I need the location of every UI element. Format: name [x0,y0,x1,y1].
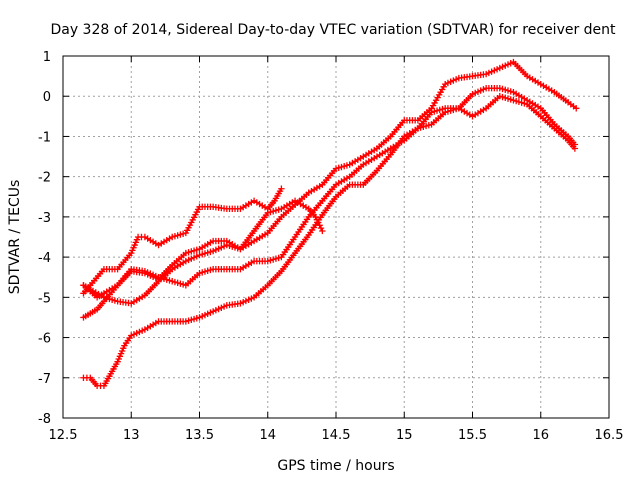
y-tick-label: -4 [38,251,51,266]
data-point [571,141,579,148]
y-tick-label: -3 [38,211,51,226]
data-point [315,219,322,226]
x-tick-label: 13 [123,428,140,443]
y-tick-label: -8 [38,412,51,427]
x-tick-label: 14 [259,428,276,443]
x-axis-label: GPS time / hours [277,458,394,474]
y-tick-label: -5 [38,291,51,306]
data-point [319,227,326,235]
y-tick-label: -1 [38,130,51,145]
y-tick-label: 1 [43,50,51,65]
y-tick-label: -7 [38,372,51,387]
x-axis: 12.5 13 13.5 14 14.5 15 15.5 16 16.5 [49,56,624,443]
data-point [312,213,319,221]
data-point [573,105,580,112]
data-point [313,216,321,223]
y-axis: -8 -7 -6 -5 -4 -3 -2 -1 0 1 [38,50,609,427]
y-tick-label: 0 [43,90,51,105]
series-track-3 [80,58,580,301]
data-point [316,222,323,229]
x-tick-label: 15.5 [458,428,487,443]
data-series [80,58,580,390]
y-axis-label: SDTVAR / TECUs [7,180,23,295]
x-tick-label: 16.5 [595,428,624,443]
y-tick-label: -2 [38,171,51,186]
chart-title: Day 328 of 2014, Sidereal Day-to-day VTE… [50,22,616,38]
x-tick-label: 15 [396,428,413,443]
x-tick-label: 13.5 [185,428,214,443]
series-track-1 [80,93,579,390]
x-tick-label: 14.5 [322,428,351,443]
x-tick-label: 12.5 [49,428,78,443]
series-line [83,95,576,387]
data-point [317,224,325,232]
x-tick-label: 16 [532,428,549,443]
y-tick-label: -6 [38,332,51,347]
data-point [278,185,285,192]
series-track-4 [80,185,285,297]
series-track-5 [80,197,326,307]
